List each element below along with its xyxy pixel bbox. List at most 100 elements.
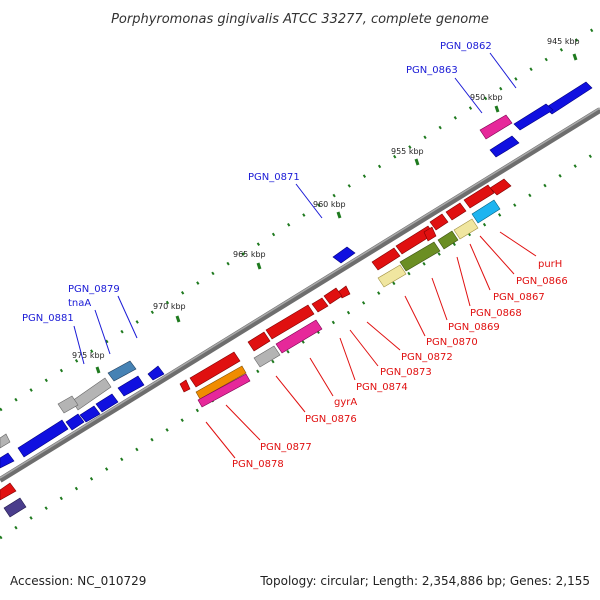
inner-tick-row	[0, 148, 600, 540]
leader-line-pgn-0872	[366, 321, 401, 351]
gene-arrow-plus	[117, 375, 145, 397]
gene-label-pgn-0878[interactable]: PGN_0878	[232, 459, 284, 470]
leader-line-gyra	[309, 357, 334, 397]
leader-line-pgn-0863	[454, 77, 483, 114]
gene-arrow-pgn-0878b	[197, 373, 251, 408]
leader-line-pgn-0881	[73, 325, 85, 365]
leader-line-purh	[499, 231, 537, 257]
gene-label-pgn-0873[interactable]: PGN_0873	[380, 367, 432, 378]
gene-arrow-plus	[489, 135, 520, 158]
scale-label: 945 kbp	[547, 37, 580, 46]
gene-arrow-pgn-0866	[453, 218, 479, 240]
gene-label-pgn-0881[interactable]: PGN_0881	[22, 313, 74, 324]
gene-label-pgn-0869[interactable]: PGN_0869	[448, 322, 500, 333]
leader-line-pgn-0879	[117, 295, 138, 339]
gene-label-pgn-0872[interactable]: PGN_0872	[401, 352, 453, 363]
gene-label-pgn-0862[interactable]: PGN_0862	[440, 41, 492, 52]
leader-line-pgn-0878	[205, 421, 236, 459]
major-tick	[336, 211, 342, 219]
gene-arrow-plus	[17, 419, 69, 458]
gene-label-pgn-0863[interactable]: PGN_0863	[406, 65, 458, 76]
gene-arrow-pgn-0878	[195, 365, 247, 400]
major-tick	[572, 53, 578, 61]
map-title: Porphyromonas gingivalis ATCC 33277, com…	[111, 12, 489, 27]
gene-arrow-plus	[95, 393, 119, 413]
scale-label: 955 kbp	[391, 147, 424, 156]
gene-arrow-minus	[489, 178, 512, 196]
leader-line-pgn-0866	[479, 235, 515, 275]
gene-arrow-minus	[0, 482, 17, 501]
genome-summary-text: Topology: circular; Length: 2,354,886 bp…	[259, 574, 590, 588]
outer-tick-row	[0, 23, 600, 412]
gene-label-purh[interactable]: purH	[538, 259, 562, 270]
scale-label: 950 kbp	[470, 93, 503, 102]
major-tick	[494, 105, 500, 113]
leader-line-pgn-0869	[431, 277, 448, 321]
gene-arrow-pgn-0874b	[247, 331, 271, 352]
gene-arrow-pgn-0876	[253, 345, 281, 368]
gene-arrow-plus	[147, 365, 165, 381]
gene-arrow-plus	[79, 405, 101, 423]
gene-label-pgn-0867[interactable]: PGN_0867	[493, 292, 545, 303]
gene-label-pgn-0877[interactable]: PGN_0877	[260, 442, 312, 453]
leader-line-pgn-0871	[295, 183, 323, 219]
gene-arrow-plus	[65, 413, 85, 431]
gene-label-pgn-0879[interactable]: PGN_0879	[68, 284, 120, 295]
major-tick	[175, 315, 181, 323]
minus-strand-labels: purH PGN_0866 PGN_0867 PGN_0868 PGN_0869…	[232, 259, 568, 470]
scale-labels: 945 kbp 950 kbp 955 kbp 960 kbp 965 kbp …	[72, 37, 580, 360]
gene-arrow-pgn-0868	[399, 241, 441, 272]
scale-label: 975 kbp	[72, 351, 105, 360]
gene-arrow-minus	[463, 184, 495, 209]
leader-line-pgn-0870	[404, 295, 426, 337]
major-ticks	[95, 53, 578, 374]
leader-line-tnaa	[94, 309, 111, 355]
major-tick	[414, 158, 420, 166]
gene-arrow-pgn-0871	[332, 246, 356, 264]
leader-line-pgn-0862	[489, 52, 517, 89]
gene-arrow-pgn-0867	[437, 230, 459, 250]
gene-arrow-pgn-0869	[377, 264, 407, 288]
leader-line-pgn-0876	[275, 375, 306, 413]
genome-backbone	[0, 107, 600, 483]
leader-line-pgn-0874	[339, 337, 356, 381]
gene-arrow-pgn-0879	[107, 360, 137, 382]
gene-arrow-tnaa	[71, 377, 112, 411]
plus-strand-labels: PGN_0862 PGN_0863 PGN_0871 PGN_0879 tnaA…	[22, 41, 492, 324]
gene-arrow-gyra	[275, 319, 323, 354]
major-tick	[256, 262, 262, 270]
leader-lines	[73, 52, 537, 459]
gene-label-pgn-0874[interactable]: PGN_0874	[356, 382, 408, 393]
accession-text: Accession: NC_010729	[10, 574, 146, 588]
gene-arrow-plus	[0, 433, 11, 449]
gene-arrow-purh	[471, 199, 501, 224]
leader-line-pgn-0868	[456, 256, 471, 307]
plus-strand-genes	[0, 81, 593, 469]
gene-arrow-plus	[0, 452, 15, 469]
leader-line-pgn-0877	[225, 404, 261, 441]
gene-label-pgn-0870[interactable]: PGN_0870	[426, 337, 478, 348]
gene-arrow-pgn-0862	[513, 103, 554, 131]
gene-arrow-pgn-0872	[323, 287, 343, 305]
gene-label-pgn-0866[interactable]: PGN_0866	[516, 276, 568, 287]
gene-arrow-pgn-0877	[189, 351, 241, 388]
gene-arrow-pgn-0874	[265, 304, 315, 340]
gene-label-pgn-0876[interactable]: PGN_0876	[305, 414, 357, 425]
gene-label-pgn-0871[interactable]: PGN_0871	[248, 172, 300, 183]
tick-rows	[0, 23, 600, 540]
scale-label: 970 kbp	[153, 302, 186, 311]
scale-label: 960 kbp	[313, 200, 346, 209]
gene-arrow-minus	[423, 226, 437, 242]
gene-label-gyra[interactable]: gyrA	[334, 397, 357, 408]
scale-label: 965 kbp	[233, 250, 266, 259]
gene-arrow-pgn-0863	[479, 114, 513, 140]
gene-label-pgn-0868[interactable]: PGN_0868	[470, 308, 522, 319]
leader-line-pgn-0873	[349, 329, 379, 367]
gene-arrow-minus	[445, 202, 467, 221]
gene-label-tnaa[interactable]: tnaA	[68, 298, 91, 309]
gene-arrow-minus	[179, 379, 191, 393]
leader-line-pgn-0867	[469, 243, 491, 291]
gene-arrow-minus	[371, 247, 401, 271]
genome-backbone-highlight	[0, 107, 600, 479]
